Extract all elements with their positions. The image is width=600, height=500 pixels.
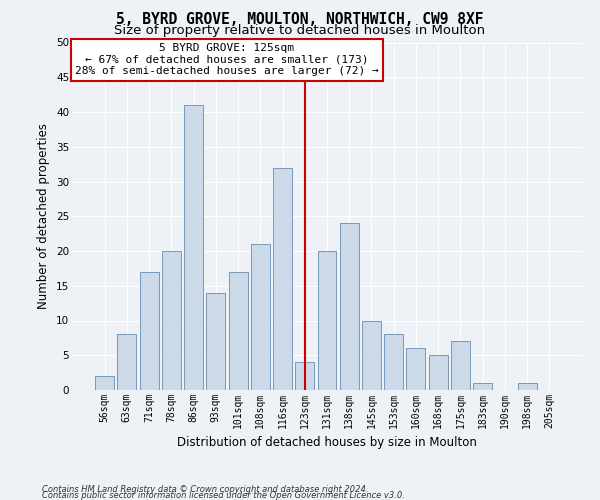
Bar: [429, 355, 448, 390]
Bar: [273, 168, 292, 390]
Bar: [251, 244, 270, 390]
Bar: [340, 223, 359, 390]
Bar: [184, 105, 203, 390]
Text: 5 BYRD GROVE: 125sqm
← 67% of detached houses are smaller (173)
28% of semi-deta: 5 BYRD GROVE: 125sqm ← 67% of detached h…: [75, 44, 379, 76]
Bar: [295, 362, 314, 390]
Bar: [206, 292, 225, 390]
Bar: [317, 251, 337, 390]
Y-axis label: Number of detached properties: Number of detached properties: [37, 123, 50, 309]
Text: Contains HM Land Registry data © Crown copyright and database right 2024.: Contains HM Land Registry data © Crown c…: [42, 484, 368, 494]
Bar: [451, 342, 470, 390]
Text: Contains public sector information licensed under the Open Government Licence v3: Contains public sector information licen…: [42, 490, 405, 500]
Bar: [362, 320, 381, 390]
Bar: [118, 334, 136, 390]
Bar: [229, 272, 248, 390]
Bar: [95, 376, 114, 390]
Bar: [384, 334, 403, 390]
Bar: [473, 383, 492, 390]
Bar: [162, 251, 181, 390]
Bar: [518, 383, 536, 390]
Bar: [406, 348, 425, 390]
X-axis label: Distribution of detached houses by size in Moulton: Distribution of detached houses by size …: [177, 436, 477, 450]
Text: 5, BYRD GROVE, MOULTON, NORTHWICH, CW9 8XF: 5, BYRD GROVE, MOULTON, NORTHWICH, CW9 8…: [116, 12, 484, 28]
Text: Size of property relative to detached houses in Moulton: Size of property relative to detached ho…: [115, 24, 485, 37]
Bar: [140, 272, 158, 390]
